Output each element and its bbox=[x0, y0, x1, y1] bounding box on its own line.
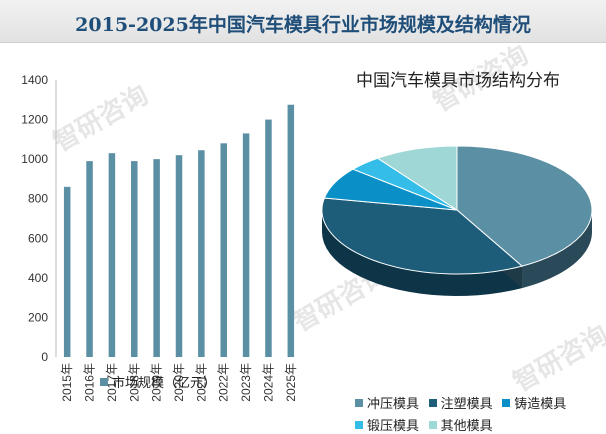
pie-chart-title: 中国汽车模具市场结构分布 bbox=[356, 71, 560, 91]
pie-slice-stamping bbox=[456, 145, 593, 267]
y-tick-label: 0 bbox=[41, 350, 48, 364]
bar-2021年 bbox=[198, 150, 205, 357]
pie-chart bbox=[321, 145, 593, 296]
y-tick-label: 1200 bbox=[21, 113, 48, 127]
legend-swatch-casting bbox=[502, 398, 511, 407]
bar-2022年 bbox=[220, 143, 227, 357]
pie-side-plastic bbox=[322, 210, 523, 296]
pie-slice-plastic bbox=[321, 197, 524, 275]
legend-label-forging: 锻压模具 bbox=[367, 418, 420, 433]
pie-legend-row-1: 冲压模具 注塑模具 铸造模具 bbox=[355, 393, 566, 412]
bar-2025年 bbox=[287, 104, 295, 357]
legend-swatch-stamping bbox=[355, 398, 363, 407]
y-tick-label: 1000 bbox=[21, 152, 48, 166]
y-tick-label: 1400 bbox=[21, 73, 48, 87]
x-tick-label: 2017年 bbox=[105, 363, 119, 402]
y-tick-label: 200 bbox=[28, 310, 48, 324]
x-tick-label: 2021年 bbox=[194, 363, 208, 402]
bar-2023年 bbox=[242, 133, 250, 357]
x-tick-label: 2015年 bbox=[60, 363, 74, 402]
x-tick-label: 2025年 bbox=[284, 363, 298, 402]
x-tick-label: 2020年 bbox=[172, 363, 186, 402]
x-tick-label: 2016年 bbox=[83, 363, 97, 402]
x-tick-label: 2024年 bbox=[261, 363, 275, 402]
legend-label-casting: 铸造模具 bbox=[514, 396, 567, 411]
bar-2024年 bbox=[265, 119, 272, 357]
bar-2016年 bbox=[86, 161, 93, 357]
pie-slice-other bbox=[376, 145, 458, 211]
bar-2017年 bbox=[108, 153, 116, 357]
x-tick-label: 2023年 bbox=[239, 363, 253, 402]
pie-chart-panel: 中国汽车模具市场结构分布 bbox=[310, 42, 606, 433]
chart-title: 2015-2025年中国汽车模具行业市场规模及结构情况 bbox=[75, 14, 531, 36]
y-tick-label: 800 bbox=[28, 192, 48, 206]
legend-swatch-other bbox=[428, 420, 437, 429]
legend-label-plastic: 注塑模具 bbox=[440, 396, 493, 411]
bar-2020年 bbox=[175, 155, 183, 357]
legend-label-other: 其他模具 bbox=[440, 418, 493, 433]
legend-swatch-forging bbox=[355, 420, 363, 429]
bar-chart: 0 200 400 600 800 1000 1200 1400 2015年 2016年 2017年… bbox=[21, 73, 298, 402]
title-banner: 2015-2025年中国汽车模具行业市场规模及结构情况 bbox=[0, 0, 606, 43]
bar-legend: 市场规模（亿元） bbox=[100, 372, 216, 391]
bar-legend-swatch bbox=[100, 377, 108, 386]
x-tick-label: 2019年 bbox=[150, 363, 164, 402]
legend-label-stamping: 冲压模具 bbox=[367, 396, 420, 411]
bar-2015年 bbox=[63, 186, 71, 357]
x-tick-label: 2022年 bbox=[217, 363, 231, 402]
y-tick-label: 600 bbox=[28, 231, 48, 245]
bar-2019年 bbox=[153, 159, 160, 357]
bar-legend-label: 市场规模（亿元） bbox=[112, 375, 217, 390]
pie-side-stamping bbox=[522, 210, 592, 289]
legend-swatch-plastic bbox=[428, 398, 437, 407]
pie-legend-row-2: 锻压模具 其他模具 bbox=[355, 415, 493, 434]
bar-2018年 bbox=[131, 161, 138, 357]
y-tick-label: 400 bbox=[28, 271, 48, 285]
x-tick-label: 2018年 bbox=[127, 363, 141, 402]
